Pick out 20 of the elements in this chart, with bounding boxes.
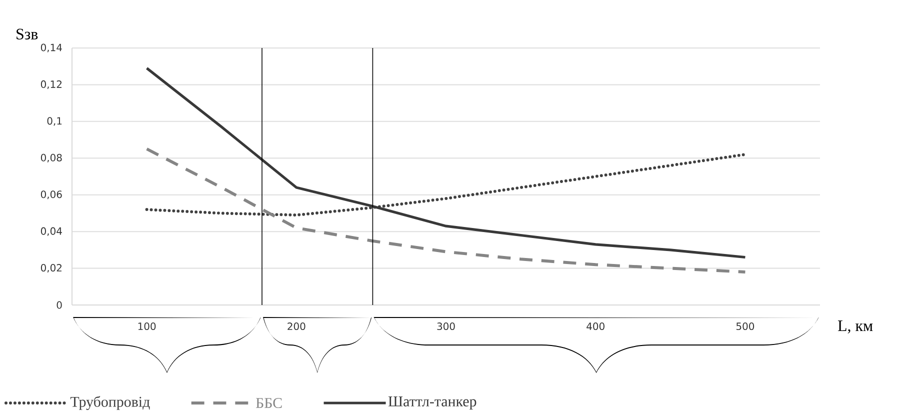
line-series: [146, 66, 747, 259]
x-tick-label: 300: [437, 322, 455, 330]
y-tick-label: 0,14: [40, 44, 62, 52]
legend-label: Шаттл-танкер: [388, 396, 476, 410]
y-tick-label: 0,06: [40, 190, 62, 200]
line-series: [145, 147, 747, 274]
y-tick-label: 0,12: [40, 80, 62, 89]
y-tick-label: 0,04: [40, 227, 62, 236]
x-axis-title: L, км: [838, 320, 873, 334]
legend-label: ББС: [256, 398, 282, 408]
y-axis-title: Sзв: [16, 28, 38, 40]
legend-label: Трубопровід: [70, 396, 150, 410]
x-tick-label: 200: [288, 322, 306, 330]
x-tick-label: 400: [586, 322, 604, 330]
x-tick-label: 500: [736, 322, 754, 330]
y-tick-label: 0,08: [40, 154, 62, 162]
y-tick-label: 0,02: [40, 264, 62, 273]
y-tick-label: 0,1: [47, 117, 62, 126]
y-tick-label: 0: [56, 301, 62, 309]
x-tick-label: 100: [138, 322, 156, 330]
